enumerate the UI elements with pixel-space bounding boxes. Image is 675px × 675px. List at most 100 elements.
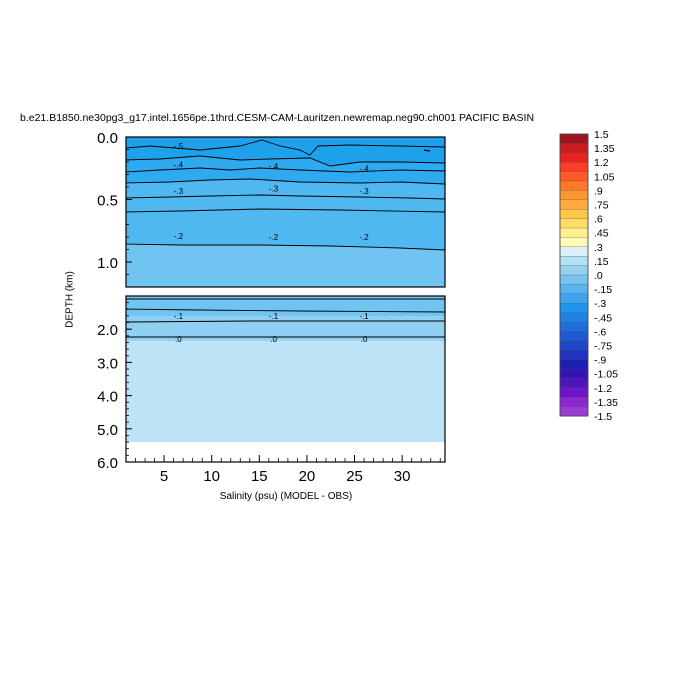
colorbar-swatch <box>559 350 589 361</box>
contour-label: -.4 <box>269 162 279 171</box>
contour-line <box>125 167 446 173</box>
contour-line <box>125 243 446 251</box>
colorbar-swatch <box>559 368 589 379</box>
colorbar-label: 1.35 <box>594 143 615 155</box>
contour-label: -.1 <box>269 312 279 321</box>
contour-label: .0 <box>270 335 277 344</box>
colorbar-swatch <box>559 171 589 182</box>
colorbar-swatch <box>559 340 589 351</box>
contour-label: -.3 <box>269 184 279 193</box>
contour-label: .0 <box>361 335 368 344</box>
contour-line <box>423 149 431 152</box>
colorbar-swatch <box>559 246 589 257</box>
contour-label: -.5 <box>174 142 184 151</box>
band-fill <box>126 140 445 166</box>
band-fill <box>126 195 445 212</box>
contour-label: -.2 <box>174 232 184 241</box>
colorbar-label: -.6 <box>594 326 606 338</box>
colorbar-label: -1.2 <box>594 383 612 395</box>
band-fill <box>126 209 445 250</box>
contour-line <box>125 308 446 313</box>
contour-line <box>125 155 446 167</box>
x-tick-label: 25 <box>346 468 363 485</box>
missing-data-area <box>126 442 445 462</box>
colorbar-label: -1.05 <box>594 369 618 381</box>
contour-label: -.2 <box>269 233 279 242</box>
colorbar-label: 1.5 <box>594 129 609 141</box>
y-tick-label: 3.0 <box>97 355 118 372</box>
x-tick-label: 15 <box>251 468 268 485</box>
band-fill <box>126 137 445 155</box>
colorbar-swatch <box>559 180 589 191</box>
colorbar-label: .0 <box>594 270 603 282</box>
colorbar-swatch <box>559 237 589 248</box>
band-fill <box>126 179 445 199</box>
contour-label: -.4 <box>174 161 184 170</box>
contour-label: -.2 <box>359 233 369 242</box>
colorbar-swatch <box>559 209 589 220</box>
colorbar-label: -.45 <box>594 312 612 324</box>
top-panel: -.5 -.4 -.4 -.4 -.3 -.3 -.3 -.2 -.2 -.2 <box>125 137 446 287</box>
bottom-panel-frame <box>125 295 446 463</box>
band-fill <box>126 244 445 287</box>
contour-line <box>125 178 446 185</box>
colorbar-swatch <box>559 406 589 417</box>
band-fill <box>126 296 445 316</box>
contour-label: -.1 <box>174 312 184 321</box>
y-tick-label: 4.0 <box>97 389 118 406</box>
colorbar-label: .15 <box>594 256 609 268</box>
colorbar-swatch <box>559 312 589 323</box>
contour-line <box>125 320 445 323</box>
colorbar-label: .45 <box>594 228 609 240</box>
colorbar-swatch <box>559 143 589 154</box>
contour-line <box>125 139 446 156</box>
colorbar-swatch <box>559 256 589 267</box>
contour-label: -.3 <box>174 187 184 196</box>
colorbar-swatch <box>559 378 589 389</box>
colorbar-label: -.15 <box>594 284 612 296</box>
colorbar-label: .6 <box>594 214 603 226</box>
y-tick-label: 0.0 <box>97 130 118 147</box>
colorbar-swatch <box>559 331 589 342</box>
colorbar-swatch <box>559 227 589 238</box>
contour-label: .0 <box>175 335 182 344</box>
x-tick-label: 20 <box>299 468 316 485</box>
y-tick-label: 0.5 <box>97 193 118 210</box>
colorbar-swatch <box>559 303 589 314</box>
colorbar-label: .3 <box>594 242 603 254</box>
colorbar-frame <box>559 133 589 417</box>
colorbar-swatch <box>559 321 589 332</box>
y-tick-label: 1.0 <box>97 255 118 272</box>
y-tick-label: 6.0 <box>97 455 118 472</box>
colorbar-swatch <box>559 199 589 210</box>
x-tick-label: 30 <box>394 468 411 485</box>
colorbar-swatch <box>559 152 589 163</box>
contour-label: -.3 <box>359 187 369 196</box>
colorbar-label: 1.2 <box>594 157 609 169</box>
colorbar-swatch <box>559 190 589 201</box>
colorbar-swatch <box>559 274 589 285</box>
colorbar-label: 1.05 <box>594 171 615 183</box>
contour-label: -.1 <box>359 312 369 321</box>
bottom-panel: -.1 -.1 -.1 .0 .0 .0 <box>125 296 446 462</box>
colorbar-swatch <box>559 162 589 173</box>
x-axis-label: Salinity (psu) (MODEL - OBS) <box>219 491 353 502</box>
colorbar-label: .75 <box>594 200 609 212</box>
y-tick-label: 2.0 <box>97 322 118 339</box>
colorbar-swatch <box>559 133 589 144</box>
colorbar-label: -1.5 <box>594 411 612 423</box>
colorbar-label: -.9 <box>594 355 606 367</box>
colorbar-label: -.3 <box>594 298 606 310</box>
colorbar-swatch <box>559 397 589 408</box>
x-tick-label: 5 <box>160 468 168 485</box>
colorbar-swatch <box>559 387 589 398</box>
chart-title: b.e21.B1850.ne30pg3_g17.intel.1656pe.1th… <box>20 112 535 124</box>
contour-label: -.4 <box>359 164 369 173</box>
colorbar-swatch <box>559 359 589 370</box>
y-tick-label: 5.0 <box>97 422 118 439</box>
colorbar-swatch <box>559 293 589 304</box>
x-tick-label: 10 <box>203 468 220 485</box>
colorbar-label: -.75 <box>594 341 612 353</box>
colorbar-label: .9 <box>594 185 603 197</box>
